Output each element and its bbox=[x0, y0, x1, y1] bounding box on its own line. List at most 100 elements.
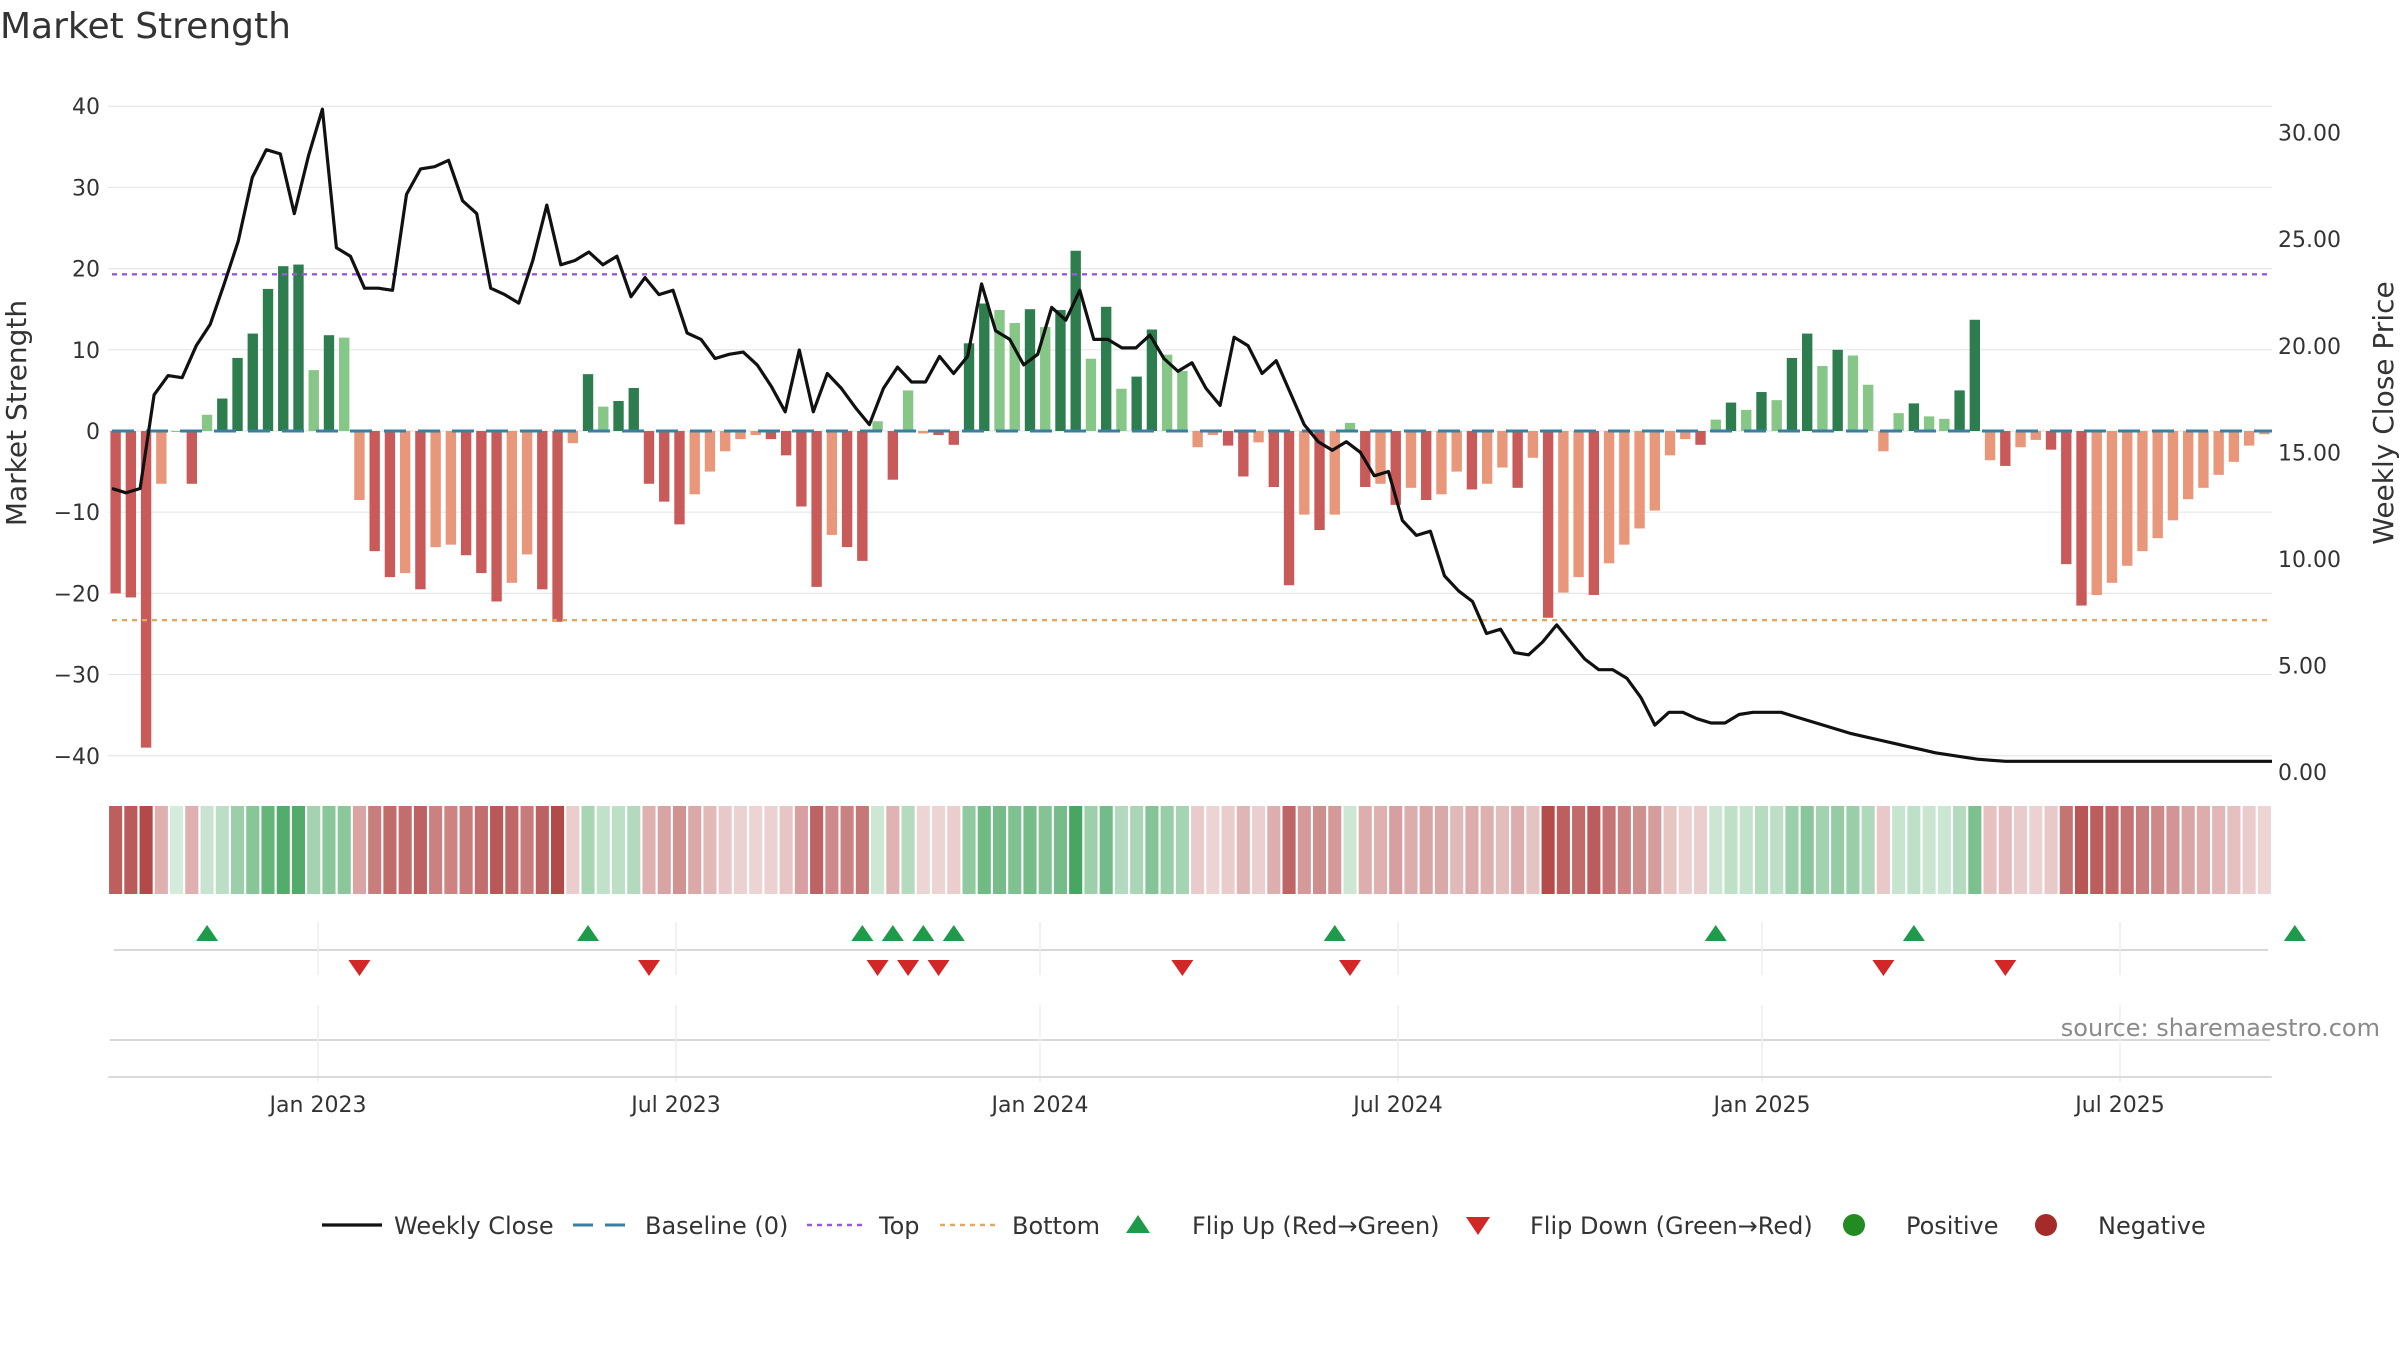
strip-cell bbox=[1480, 806, 1494, 894]
strength-bar bbox=[887, 431, 899, 480]
strip-cell bbox=[1526, 806, 1540, 894]
strength-bar bbox=[2183, 431, 2194, 500]
y-tick-label-right: 5.00 bbox=[2278, 654, 2327, 679]
strip-cell bbox=[1419, 806, 1433, 894]
strength-bar bbox=[1040, 327, 1051, 431]
strip-cell bbox=[1846, 806, 1860, 894]
strip-cell bbox=[246, 806, 260, 894]
strip-cell bbox=[1937, 806, 1951, 894]
strength-bar bbox=[1101, 306, 1112, 431]
strip-cell bbox=[2212, 806, 2226, 894]
strength-bar bbox=[1055, 310, 1066, 431]
strip-cell bbox=[1953, 806, 1967, 894]
strength-bar bbox=[2152, 431, 2163, 539]
strip-cell bbox=[1343, 806, 1357, 894]
strip-cell bbox=[1922, 806, 1936, 894]
strip-cell bbox=[1572, 806, 1586, 894]
strip-cell bbox=[1312, 806, 1327, 894]
y-tick-label-right: 20.00 bbox=[2278, 335, 2341, 360]
legend: Weekly Close Baseline (0) Top Bottom Flip Up… bbox=[322, 1212, 2206, 1240]
strength-bar bbox=[902, 390, 914, 431]
strength-bar bbox=[1923, 416, 1935, 431]
strip-cell bbox=[764, 806, 778, 894]
strength-bar bbox=[1207, 431, 1219, 436]
strength-bar bbox=[1436, 431, 1447, 495]
strip-cell bbox=[566, 806, 580, 894]
strength-bar bbox=[1299, 431, 1310, 515]
strength-bar bbox=[1481, 431, 1493, 484]
strength-bar bbox=[1862, 384, 1874, 431]
strength-bar bbox=[232, 357, 243, 431]
strip-cell bbox=[962, 806, 976, 894]
strength-bar bbox=[704, 431, 716, 472]
strip-cell bbox=[444, 806, 458, 894]
strength-bar bbox=[613, 400, 624, 431]
strip-cell bbox=[1450, 806, 1464, 894]
x-tick-label: Jul 2024 bbox=[1351, 1093, 1443, 1118]
strength-bar bbox=[1680, 431, 1691, 440]
strip-cell bbox=[596, 806, 610, 894]
strip-cell bbox=[1663, 806, 1677, 894]
strength-bar bbox=[1268, 431, 1279, 488]
legend-label: Flip Down (Green→Red) bbox=[1530, 1212, 1813, 1240]
strip-cell bbox=[657, 806, 671, 894]
strip-cell bbox=[2181, 806, 2195, 894]
strip-cell bbox=[2257, 806, 2271, 894]
strength-bar bbox=[247, 333, 258, 431]
strength-bar bbox=[2106, 431, 2118, 583]
strength-bar bbox=[293, 264, 304, 431]
strip-cell bbox=[718, 806, 732, 894]
strip-cell bbox=[185, 806, 199, 894]
strip-cell bbox=[1633, 806, 1647, 894]
y-tick-label-right: 30.00 bbox=[2278, 122, 2341, 147]
strip-cell bbox=[1358, 806, 1372, 894]
weekly-close-line bbox=[111, 107, 2272, 763]
strength-bar bbox=[1573, 431, 1584, 578]
strip-cell bbox=[779, 806, 793, 894]
flip-up-marker bbox=[1704, 925, 1727, 941]
strip-cell bbox=[1328, 806, 1342, 894]
strength-bar bbox=[171, 431, 182, 432]
strength-bar bbox=[2259, 431, 2270, 435]
strip-cell bbox=[170, 806, 184, 894]
legend-label: Flip Up (Red→Green) bbox=[1192, 1212, 1440, 1240]
flip-up-marker bbox=[577, 925, 600, 941]
strip-cell bbox=[2013, 806, 2028, 894]
strip-cell bbox=[1023, 806, 1037, 894]
strength-bar bbox=[1375, 431, 1386, 484]
strength-bar bbox=[460, 431, 472, 556]
strength-bar bbox=[1512, 431, 1523, 488]
strength-heat-strip bbox=[109, 806, 2271, 894]
strip-cell bbox=[505, 806, 519, 894]
strength-bar bbox=[1649, 431, 1660, 511]
strength-bar bbox=[720, 431, 731, 452]
strip-cell bbox=[1099, 806, 1113, 894]
strength-bar bbox=[110, 431, 121, 594]
strength-bar bbox=[1344, 422, 1356, 431]
weekly-close-path bbox=[111, 107, 2272, 763]
y-tick-label-left: 40 bbox=[72, 95, 100, 120]
strength-bar bbox=[1146, 329, 1158, 431]
strip-cell bbox=[1175, 806, 1189, 894]
strip-cell bbox=[1648, 806, 1662, 894]
y-tick-label-left: −10 bbox=[54, 501, 100, 526]
strength-bar bbox=[1177, 370, 1188, 431]
strength-bar bbox=[384, 431, 396, 578]
strip-cell bbox=[611, 806, 626, 894]
strip-cell bbox=[2059, 806, 2073, 894]
level-lines bbox=[112, 273, 2272, 622]
strip-cell bbox=[200, 806, 214, 894]
strip-cell bbox=[581, 806, 595, 894]
strip-cell bbox=[794, 806, 808, 894]
strength-bar bbox=[2122, 431, 2133, 566]
strip-cell bbox=[383, 806, 397, 894]
strip-cell bbox=[2044, 806, 2058, 894]
strip-cell bbox=[139, 806, 153, 894]
strip-cell bbox=[1160, 806, 1174, 894]
strength-bar bbox=[217, 398, 228, 431]
strength-bar bbox=[399, 431, 411, 574]
strength-bar bbox=[918, 431, 929, 434]
flip-down-marker bbox=[927, 960, 950, 976]
legend-label: Weekly Close bbox=[394, 1212, 554, 1240]
strength-bar bbox=[430, 431, 441, 548]
